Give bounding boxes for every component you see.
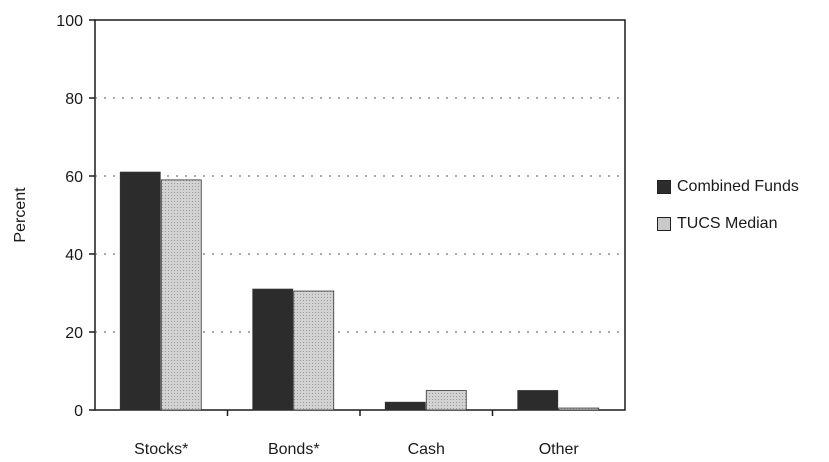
legend-item-tucs-median: TUCS Median (657, 212, 799, 235)
legend: Combined Funds TUCS Median (657, 175, 799, 249)
bar-tucs-median (293, 290, 335, 411)
x-tick-label: Cash (408, 441, 445, 458)
y-tick-label: 80 (65, 91, 83, 108)
bar-tucs-median (160, 179, 202, 411)
legend-item-combined-funds: Combined Funds (657, 175, 799, 198)
legend-label-tucs-median: TUCS Median (677, 214, 778, 232)
x-tick-label: Stocks* (134, 441, 188, 458)
y-tick-label: 60 (65, 169, 83, 186)
y-tick-label: 100 (56, 13, 83, 30)
y-tick-label: 0 (74, 403, 83, 420)
x-tick-label: Other (539, 441, 580, 458)
x-tick-label: Bonds* (268, 441, 320, 458)
bar-combined-funds (517, 390, 559, 411)
y-tick-label: 20 (65, 325, 83, 342)
legend-swatch-combined-funds (657, 179, 671, 194)
legend-label-combined-funds: Combined Funds (677, 177, 799, 195)
legend-swatch-tucs-median (657, 216, 671, 231)
y-axis-title: Percent (12, 187, 29, 243)
bar-combined-funds (384, 401, 426, 411)
y-tick-label: 40 (65, 247, 83, 264)
bar-combined-funds (119, 171, 161, 411)
bar-tucs-median (425, 390, 467, 411)
bar-combined-funds (252, 288, 294, 411)
bar-tucs-median (558, 407, 600, 411)
